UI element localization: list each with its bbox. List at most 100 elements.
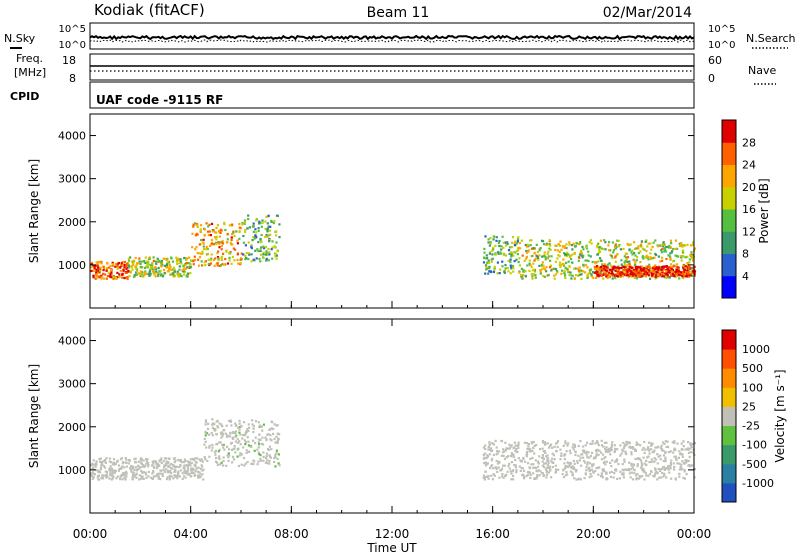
- data-cell: [211, 423, 214, 426]
- data-cell: [613, 472, 616, 475]
- data-cell: [662, 268, 665, 271]
- data-cell: [614, 243, 617, 246]
- data-cell: [218, 230, 221, 233]
- data-cell: [598, 248, 601, 251]
- data-cell: [623, 255, 626, 258]
- data-cell: [568, 273, 571, 277]
- data-cell: [604, 447, 607, 450]
- data-cell: [603, 263, 607, 266]
- data-cell: [552, 454, 555, 457]
- data-cell: [666, 268, 669, 271]
- data-cell: [562, 476, 566, 479]
- data-cell: [600, 474, 603, 477]
- data-cell: [572, 242, 575, 245]
- data-cell: [101, 463, 104, 467]
- data-cell: [508, 443, 511, 446]
- data-cell: [182, 264, 185, 267]
- freq-left-tick-hi: 18: [62, 54, 76, 67]
- data-cell: [576, 461, 579, 465]
- data-cell: [214, 449, 217, 453]
- data-cell: [662, 272, 665, 275]
- data-cell: [535, 255, 538, 258]
- data-cell: [108, 275, 112, 278]
- data-cell: [160, 469, 163, 472]
- data-cell: [689, 447, 692, 450]
- data-cell: [155, 270, 158, 273]
- data-cell: [204, 432, 207, 435]
- data-cell: [508, 447, 511, 450]
- data-cell: [189, 272, 192, 275]
- data-cell: [656, 472, 659, 475]
- data-cell: [587, 250, 590, 253]
- data-cell: [487, 272, 490, 275]
- data-cell: [488, 244, 491, 247]
- data-cell: [495, 466, 498, 470]
- data-cell: [251, 423, 254, 426]
- data-cell: [254, 249, 257, 252]
- data-cell: [556, 445, 559, 449]
- data-cell: [501, 235, 504, 238]
- data-cell: [212, 258, 215, 261]
- data-cell: [275, 449, 278, 452]
- data-cell: [621, 448, 624, 451]
- data-cell: [549, 248, 552, 251]
- data-cell: [227, 459, 230, 462]
- data-cell: [543, 441, 546, 444]
- data-cell: [610, 447, 613, 450]
- data-cell: [519, 247, 522, 250]
- data-cell: [576, 267, 579, 270]
- data-cell: [214, 231, 217, 234]
- data-cell: [641, 474, 644, 478]
- data-cell: [488, 270, 491, 273]
- data-cell: [265, 439, 268, 442]
- data-cell: [220, 461, 223, 464]
- data-cell: [244, 462, 247, 465]
- data-cell: [135, 271, 138, 274]
- data-cell: [590, 242, 593, 245]
- data-cell: [512, 478, 515, 481]
- data-cell: [496, 452, 499, 455]
- data-cell: [151, 477, 154, 480]
- data-cell: [177, 458, 180, 462]
- data-cell: [138, 257, 141, 260]
- data-cell: [668, 471, 671, 474]
- data-cell: [170, 475, 173, 478]
- data-cell: [530, 266, 533, 269]
- data-cell: [656, 462, 659, 465]
- data-cell: [252, 258, 255, 261]
- data-cell: [500, 248, 503, 251]
- data-cell: [174, 465, 177, 468]
- data-cell: [632, 447, 635, 450]
- data-cell: [579, 253, 582, 256]
- data-cell: [622, 441, 625, 444]
- data-cell: [206, 252, 209, 256]
- data-cell: [116, 276, 119, 279]
- data-cell: [140, 260, 143, 263]
- data-cell: [250, 244, 253, 247]
- data-cell: [151, 262, 154, 265]
- data-cell: [227, 456, 230, 459]
- data-cell: [227, 454, 231, 457]
- data-cell: [215, 231, 218, 234]
- data-cell: [665, 270, 668, 273]
- data-cell: [519, 274, 523, 277]
- data-cell: [530, 463, 533, 466]
- data-cell: [155, 268, 158, 271]
- data-cell: [514, 464, 517, 467]
- data-cell: [510, 252, 513, 255]
- colorbar-swatch: [722, 368, 736, 388]
- data-cell: [168, 265, 171, 268]
- data-cell: [266, 230, 269, 233]
- data-cell: [557, 254, 560, 257]
- data-cell: [544, 451, 547, 454]
- data-cell: [168, 464, 171, 467]
- data-cell: [678, 475, 681, 478]
- data-cell: [149, 272, 152, 275]
- data-cell: [146, 264, 149, 267]
- data-cell: [271, 421, 274, 424]
- cpid-panel: CPID UAF code -9115 RF: [10, 81, 695, 109]
- data-cell: [637, 251, 641, 255]
- data-cell: [630, 453, 633, 456]
- data-cell: [500, 467, 504, 470]
